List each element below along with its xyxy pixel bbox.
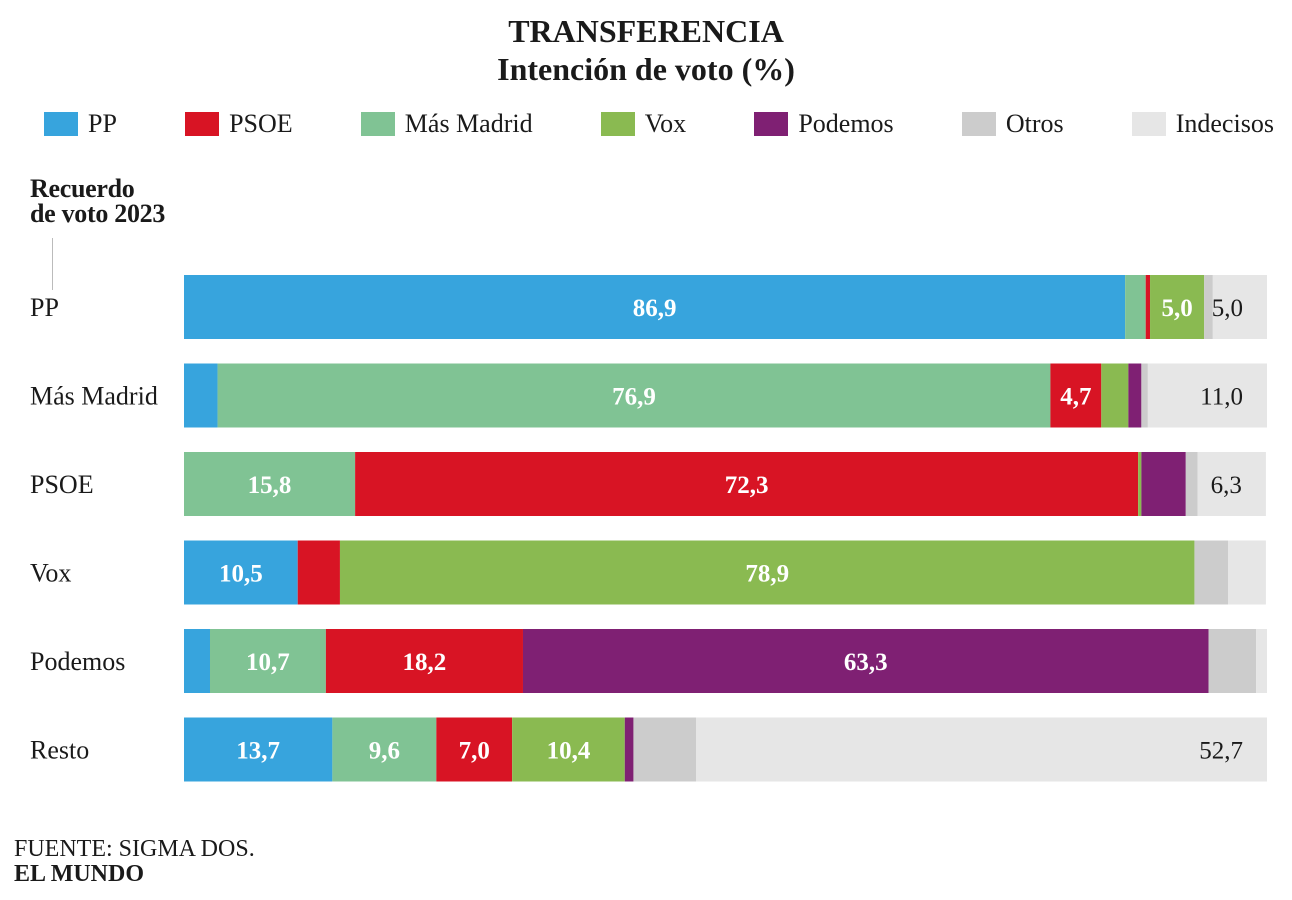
bar-segment-mas-madrid-podemos [1128,363,1142,428]
bar-segment-resto-vox [512,717,625,782]
legend-label-mas-madrid: Más Madrid [404,109,533,138]
legend-swatch-otros [961,112,996,136]
data-label-resto-mas-madrid: 9,6 [369,738,400,765]
source-note: FUENTE: SIGMA DOS. [14,836,255,862]
bar-segment-mas-madrid-otros [1141,363,1148,428]
bar-row-pp: PP 86,9 5,0 5,0 [30,275,1267,339]
data-label-psoe-mas-madrid: 15,8 [248,472,292,499]
bar-segment-podemos-otros [1208,629,1257,693]
data-label-podemos-mas-madrid: 10,7 [246,649,290,676]
bar-segment-psoe-indecisos [1197,452,1266,516]
bar-segment-vox-otros [1194,540,1229,605]
bar-segment-vox-indecisos [1228,540,1266,605]
legend-label-vox: Vox [644,109,687,138]
bar-segment-psoe-mas-madrid [184,452,356,516]
bar-segment-psoe-otros [1185,452,1198,516]
bar-segment-pp-indecisos [1212,275,1267,339]
y-axis-tick [52,238,53,290]
bar-row-vox: Vox 10,5 78,9 [30,540,1266,605]
bar-segment-resto-indecisos [696,717,1267,782]
category-label-psoe: PSOE [30,470,94,499]
bar-row-psoe: PSOE 15,8 72,3 6,3 [30,452,1266,516]
legend-label-pp: PP [88,109,117,138]
bar-segment-psoe-psoe [355,452,1139,516]
bar-segment-resto-otros [633,717,697,782]
data-label-pp-pp: 86,9 [633,295,677,322]
bar-segment-resto-pp [184,717,333,782]
data-label-vox-pp: 10,5 [219,561,263,588]
bar-segment-podemos-pp [184,629,210,693]
chart-subtitle: Intención de voto (%) [497,51,795,87]
category-label-podemos: Podemos [30,647,125,676]
bar-segment-podemos-mas-madrid [209,629,326,693]
bar-segment-vox-pp [184,540,298,605]
legend-swatch-mas-madrid [360,112,395,136]
category-label-vox: Vox [30,559,71,588]
legend-swatch-indecisos [1131,112,1166,136]
legend-label-otros: Otros [1005,109,1064,138]
bar-segment-mas-madrid-indecisos [1147,363,1267,428]
brand-name: EL MUNDO [14,861,145,887]
data-label-resto-psoe: 7,0 [459,738,490,765]
bar-segment-resto-mas-madrid [332,717,437,782]
legend-swatch-psoe [185,112,220,136]
data-label-podemos-podemos: 63,3 [844,649,888,676]
data-label-resto-pp: 13,7 [236,738,280,765]
bar-segment-pp-pp [184,275,1126,339]
data-label-resto-indecisos: 52,7 [1199,738,1243,765]
bar-segment-resto-psoe [436,717,513,782]
bar-segment-psoe-vox [1138,452,1142,516]
y-axis-label-line-1: Recuerdo [30,174,135,203]
data-label-psoe-indecisos: 6,3 [1211,472,1242,499]
bar-segment-podemos-indecisos [1256,629,1267,693]
legend-item-mas-madrid: Más Madrid [360,109,533,139]
bar-segment-vox-vox [339,540,1195,605]
category-label-pp: PP [30,293,59,322]
bar-segment-vox-psoe [297,540,340,605]
legend-label-indecisos: Indecisos [1175,109,1274,138]
legend-swatch-podemos [754,112,789,136]
bar-segment-pp-psoe [1145,275,1151,339]
legend-item-otros: Otros [961,109,1064,139]
bar-segment-podemos-podemos [522,629,1209,693]
bar-row-resto: Resto 13,7 9,6 7,0 10,4 52,7 [30,717,1267,782]
data-label-mas-madrid-mas-madrid: 76,9 [612,384,656,411]
bar-segment-resto-podemos [624,717,634,782]
bar-segment-psoe-podemos [1141,452,1186,516]
legend-label-psoe: PSOE [229,109,293,138]
data-label-psoe-psoe: 72,3 [725,472,769,499]
data-label-pp-vox: 5,0 [1161,295,1192,322]
bar-segment-pp-otros [1204,275,1213,339]
bar-segment-pp-vox [1150,275,1205,339]
legend-item-pp: PP [44,109,117,139]
bar-segment-mas-madrid-pp [184,363,218,428]
category-label-resto: Resto [30,736,89,765]
data-label-pp-indecisos: 5,0 [1212,295,1243,322]
legend-swatch-pp [44,112,78,136]
bar-segment-mas-madrid-vox [1101,363,1129,428]
y-axis-label-line-2: de voto 2023 [30,199,166,228]
legend-item-psoe: PSOE [185,109,293,139]
legend-label-podemos: Podemos [798,109,894,138]
data-label-mas-madrid-indecisos: 11,0 [1200,384,1243,411]
legend-swatch-vox [600,112,635,136]
bar-row-mas-madrid: Más Madrid 76,9 4,7 11,0 [30,363,1267,428]
bar-segment-pp-mas-madrid [1125,275,1146,339]
legend-item-indecisos: Indecisos [1131,109,1274,139]
legend: PP PSOE Más Madrid Vox Podemos Otros Ind… [44,106,1274,142]
bar-segment-podemos-psoe [325,629,523,693]
y-axis-label: Recuerdo de voto 2023 [30,174,166,228]
bar-row-podemos: Podemos 10,7 18,2 63,3 [30,629,1267,693]
legend-item-podemos: Podemos [754,109,894,139]
bar-segment-mas-madrid-psoe [1050,363,1102,428]
data-label-podemos-psoe: 18,2 [403,649,447,676]
legend-item-vox: Vox [600,109,687,139]
data-label-vox-vox: 78,9 [745,561,789,588]
bar-segment-mas-madrid-mas-madrid [217,363,1051,428]
data-label-resto-vox: 10,4 [547,738,591,765]
chart-title: TRANSFERENCIA [508,13,784,49]
category-label-mas-madrid: Más Madrid [30,382,158,411]
data-label-mas-madrid-psoe: 4,7 [1060,384,1091,411]
